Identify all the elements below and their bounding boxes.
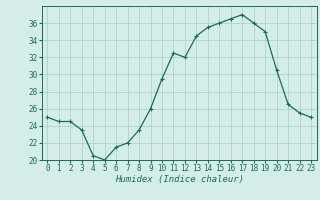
X-axis label: Humidex (Indice chaleur): Humidex (Indice chaleur) <box>115 175 244 184</box>
